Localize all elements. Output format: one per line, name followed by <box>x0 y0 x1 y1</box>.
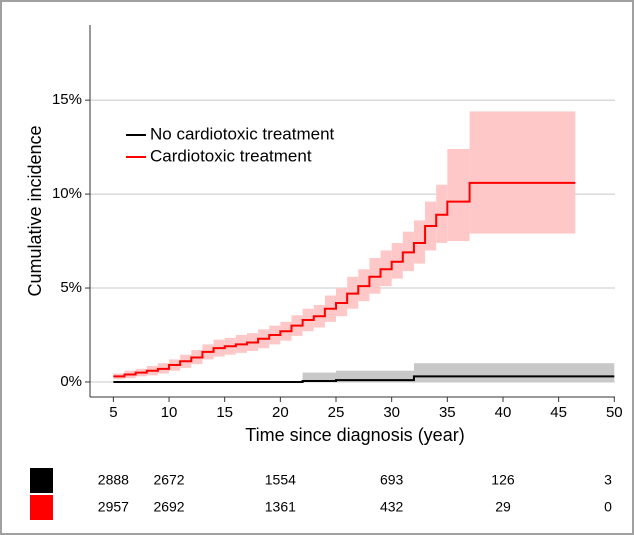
risk-count: 693 <box>380 472 404 488</box>
y-tick-label: 10% <box>52 185 82 202</box>
x-tick-label: 30 <box>383 404 400 421</box>
risk-swatch <box>30 495 53 520</box>
risk-count: 1554 <box>265 472 296 488</box>
y-tick-label: 0% <box>60 373 82 390</box>
risk-count: 126 <box>491 472 515 488</box>
risk-count: 1361 <box>265 499 296 515</box>
confidence-band <box>413 363 615 382</box>
step-line <box>113 375 615 383</box>
lines <box>113 181 615 383</box>
risk-count: 2672 <box>153 472 184 488</box>
x-tick-label: 20 <box>272 404 289 421</box>
risk-count: 432 <box>380 499 404 515</box>
x-tick-label: 10 <box>161 404 178 421</box>
confidence-band <box>302 372 337 382</box>
legend-label: No cardiotoxic treatment <box>150 124 335 143</box>
confidence-band <box>336 370 414 382</box>
risk-count: 2692 <box>153 499 184 515</box>
confidence-band <box>469 111 576 234</box>
x-tick-label: 5 <box>109 404 117 421</box>
x-tick-label: 45 <box>550 404 567 421</box>
legend-label: Cardiotoxic treatment <box>150 146 312 165</box>
y-axis-label: Cumulative incidence <box>25 125 45 296</box>
risk-swatch <box>30 468 53 493</box>
risk-count: 0 <box>604 499 612 515</box>
confidence-band <box>447 149 470 242</box>
x-tick-label: 50 <box>606 404 623 421</box>
x-tick-label: 40 <box>495 404 512 421</box>
x-tick-label: 35 <box>439 404 456 421</box>
step-line <box>113 181 576 378</box>
risk-count: 3 <box>604 472 612 488</box>
risk-count: 2888 <box>98 472 129 488</box>
x-tick-label: 15 <box>216 404 233 421</box>
axes: 0% 5% 10% 15% 5 10 15 20 25 30 35 40 45 50 <box>52 25 623 421</box>
y-tick-label: 5% <box>60 279 82 296</box>
x-axis-label: Time since diagnosis (year) <box>245 425 464 445</box>
x-tick-label: 25 <box>328 404 345 421</box>
risk-count: 29 <box>495 499 511 515</box>
y-tick-label: 15% <box>52 91 82 108</box>
risk-count: 2957 <box>98 499 129 515</box>
